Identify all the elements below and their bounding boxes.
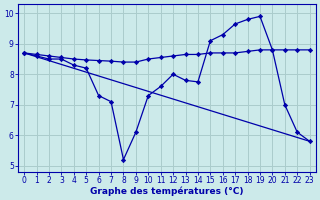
X-axis label: Graphe des températures (°C): Graphe des températures (°C) xyxy=(90,186,244,196)
